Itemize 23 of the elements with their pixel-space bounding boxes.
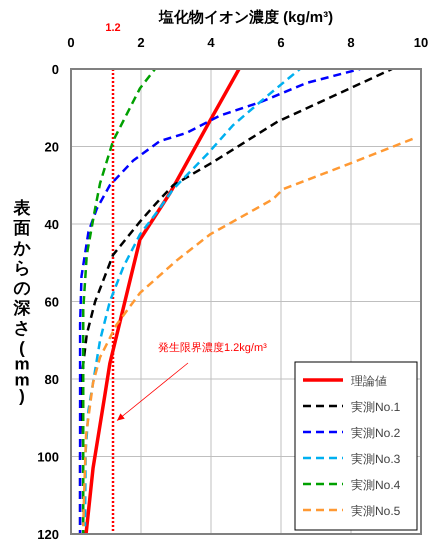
x-tick-label: 0 xyxy=(67,35,75,50)
ref-line-label: 1.2 xyxy=(105,22,121,34)
y-tick-label: 120 xyxy=(37,527,59,542)
y-tick-label: 60 xyxy=(44,294,59,310)
y-tick-label: 100 xyxy=(37,450,59,464)
x-tick-label: 8 xyxy=(347,35,355,50)
legend-label: 実測No.5 xyxy=(351,504,401,518)
x-tick-label: 10 xyxy=(414,35,428,50)
x-tick-label: 6 xyxy=(277,35,285,50)
annotation: 発生限界濃度1.2kg/m³ xyxy=(158,341,268,354)
y-tick-label: 40 xyxy=(44,217,59,232)
y-tick-label: 20 xyxy=(44,140,59,154)
legend-label: 実測No.2 xyxy=(351,426,401,440)
legend-label: 実測No.3 xyxy=(351,452,401,466)
x-axis-title: 塩化物イオン濃度 (kg/m³) xyxy=(158,8,334,26)
y-tick-label: 0 xyxy=(52,62,59,77)
y-tick-label: 80 xyxy=(44,372,59,387)
x-tick-label: 2 xyxy=(137,35,145,50)
legend-label: 実測No.4 xyxy=(351,478,401,492)
legend-label: 理論値 xyxy=(351,374,387,388)
x-tick-label: 4 xyxy=(207,35,216,50)
y-axis-title: 表面からの深さ(mm) xyxy=(14,198,30,406)
legend-label: 実測No.1 xyxy=(351,400,401,414)
